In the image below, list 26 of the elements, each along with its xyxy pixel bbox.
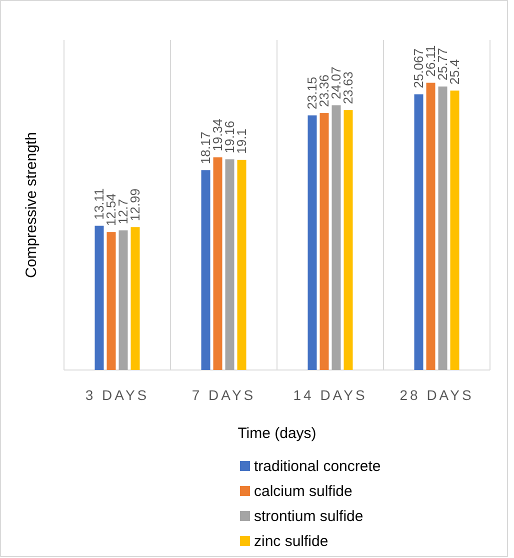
bar: [344, 110, 353, 370]
bar: [308, 115, 317, 370]
y-axis-title: Compressive strength: [23, 132, 40, 278]
bar: [130, 227, 140, 370]
bar: [237, 160, 246, 370]
legend-label: calcium sulfide: [254, 483, 352, 500]
legend-label: zinc sulfide: [254, 533, 328, 550]
bar: [438, 86, 448, 370]
bar: [118, 230, 128, 370]
bar: [450, 90, 460, 370]
bar: [414, 94, 424, 370]
bar: [213, 157, 222, 370]
x-axis-title: Time (days): [238, 425, 316, 442]
bar: [332, 105, 341, 370]
bar: [320, 113, 329, 370]
bar: [94, 226, 104, 370]
x-tick-label: 3 DAYS: [85, 386, 150, 403]
legend-label: traditional concrete: [254, 458, 381, 475]
x-tick-label: 28 DAYS: [400, 386, 474, 403]
bar: [201, 170, 210, 370]
legend-label: strontium sulfide: [254, 508, 364, 525]
bar: [225, 159, 234, 370]
bar: [106, 232, 116, 370]
bar: [426, 82, 436, 370]
x-tick-label: 14 DAYS: [293, 386, 368, 403]
x-tick-label: 7 DAYS: [192, 386, 256, 403]
